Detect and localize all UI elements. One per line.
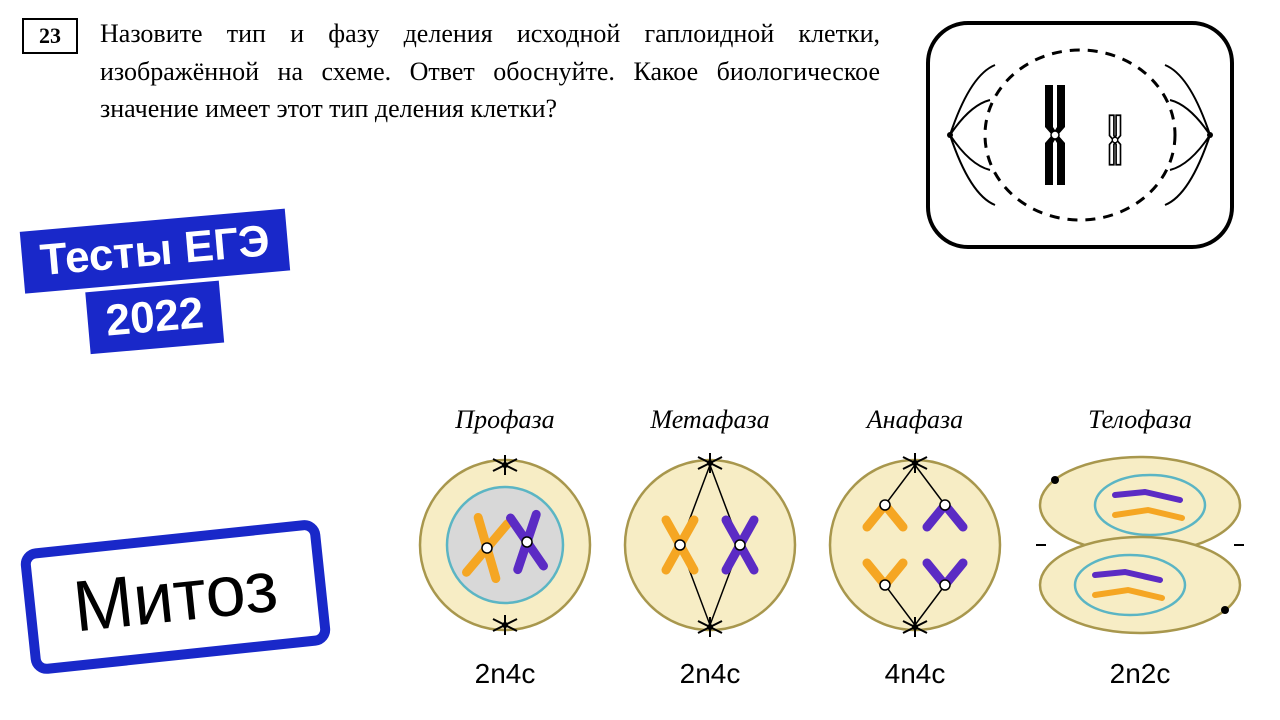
cell-schema-diagram — [920, 15, 1240, 255]
phase-formula: 4n4c — [885, 658, 946, 690]
anaphase-diagram — [825, 450, 1005, 640]
phase-telophase: Телофаза 2n2c — [1030, 405, 1250, 690]
banner-line2: 2022 — [85, 281, 224, 354]
phase-anaphase: Анафаза — [825, 405, 1005, 690]
banner-line1: Тесты ЕГЭ — [20, 209, 290, 294]
phase-prophase: Профаза — [415, 405, 595, 690]
mitosis-phases-row: Профаза — [415, 405, 1250, 690]
phase-label: Телофаза — [1088, 405, 1192, 435]
phase-metaphase: Метафаза — [620, 405, 800, 690]
banner-tests-ege: Тесты ЕГЭ 2022 — [20, 209, 296, 364]
prophase-diagram — [415, 450, 595, 640]
banner-mitosis: Митоз — [19, 519, 331, 676]
phase-formula: 2n4c — [475, 658, 536, 690]
telophase-diagram — [1030, 450, 1250, 640]
phase-formula: 2n2c — [1110, 658, 1171, 690]
metaphase-diagram — [620, 450, 800, 640]
phase-label: Метафаза — [650, 405, 769, 435]
phase-formula: 2n4c — [680, 658, 741, 690]
phase-label: Профаза — [455, 405, 554, 435]
question-number: 23 — [39, 23, 61, 49]
question-number-box: 23 — [22, 18, 78, 54]
phase-label: Анафаза — [867, 405, 963, 435]
question-text: Назовите тип и фазу деления исходной гап… — [100, 15, 880, 128]
